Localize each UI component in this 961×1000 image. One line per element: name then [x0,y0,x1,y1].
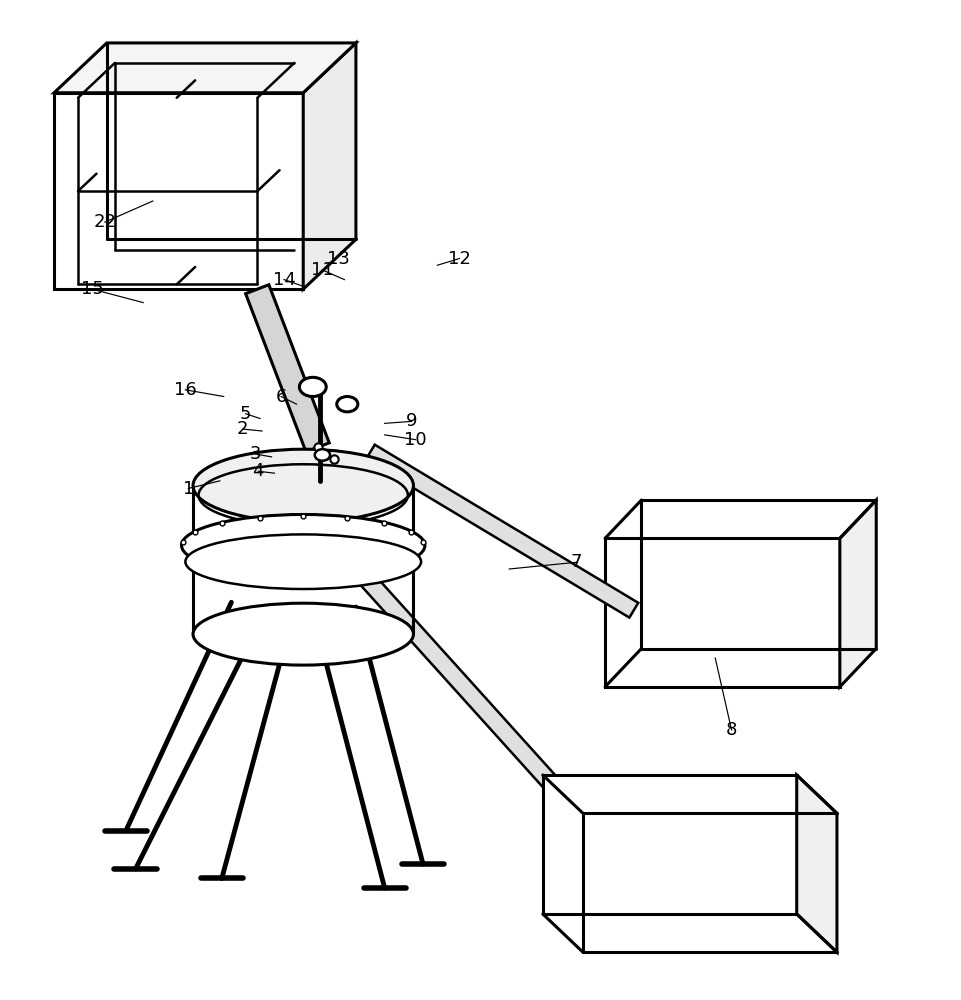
Ellipse shape [182,514,425,576]
Ellipse shape [315,449,330,461]
Text: 12: 12 [448,250,471,268]
Text: 8: 8 [726,721,737,739]
Text: 2: 2 [237,420,249,438]
Polygon shape [350,561,565,798]
Text: 1: 1 [183,480,194,498]
Text: 14: 14 [273,271,295,289]
Text: 22: 22 [93,213,116,231]
Text: 13: 13 [328,250,350,268]
Polygon shape [366,445,638,618]
Polygon shape [54,43,356,93]
Text: 15: 15 [81,280,104,298]
Text: 7: 7 [571,553,582,571]
Text: 16: 16 [174,381,197,399]
Text: 3: 3 [250,445,261,463]
Polygon shape [246,285,330,452]
Ellipse shape [193,449,413,522]
Text: 11: 11 [311,261,333,279]
Polygon shape [797,775,837,952]
Polygon shape [304,43,356,289]
Ellipse shape [193,603,413,665]
Text: 10: 10 [404,431,427,449]
Text: 5: 5 [240,405,252,423]
Polygon shape [840,500,876,687]
Polygon shape [605,538,840,687]
Text: 9: 9 [406,412,417,430]
Text: 6: 6 [276,388,287,406]
Ellipse shape [300,377,326,397]
Text: 4: 4 [253,462,264,480]
Polygon shape [54,93,304,289]
Ellipse shape [336,397,357,412]
Polygon shape [543,775,797,914]
Ellipse shape [185,534,421,589]
